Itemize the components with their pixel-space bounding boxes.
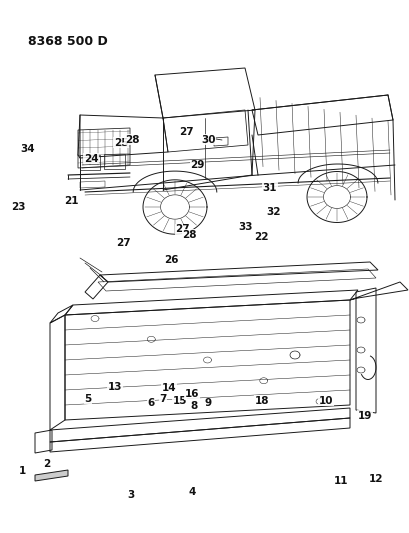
Text: 34: 34 [20,144,35,154]
Text: 1: 1 [19,466,26,475]
Text: 33: 33 [237,222,252,231]
Text: 9: 9 [204,399,211,408]
Text: 5: 5 [84,394,92,403]
Text: 32: 32 [266,207,281,217]
Text: 21: 21 [64,197,79,206]
Text: 31: 31 [262,183,276,192]
Text: 24: 24 [83,154,98,164]
Text: 19: 19 [357,411,371,421]
Text: 25: 25 [113,138,128,148]
Text: 14: 14 [161,383,176,393]
Text: 12: 12 [368,474,382,483]
Text: 27: 27 [179,127,193,137]
Text: 28: 28 [124,135,139,144]
Polygon shape [35,470,68,481]
Text: 30: 30 [200,135,215,144]
Text: 29: 29 [190,160,204,170]
Text: 27: 27 [175,224,189,234]
Text: 3: 3 [127,490,135,499]
Text: 27: 27 [116,238,131,247]
Text: 8: 8 [190,401,197,411]
Text: 10: 10 [318,396,333,406]
Text: 4: 4 [188,487,195,497]
Text: 15: 15 [172,396,187,406]
Text: 16: 16 [184,390,199,399]
Text: 28: 28 [182,230,196,239]
Text: 7: 7 [159,394,166,403]
Text: 8368 500 D: 8368 500 D [28,35,108,48]
Text: 6: 6 [147,399,154,408]
Text: 11: 11 [333,477,348,486]
Text: 2: 2 [43,459,51,469]
Text: 22: 22 [254,232,268,242]
Text: 13: 13 [107,383,122,392]
Text: 23: 23 [11,202,26,212]
Text: 26: 26 [164,255,178,265]
Text: 18: 18 [254,396,268,406]
